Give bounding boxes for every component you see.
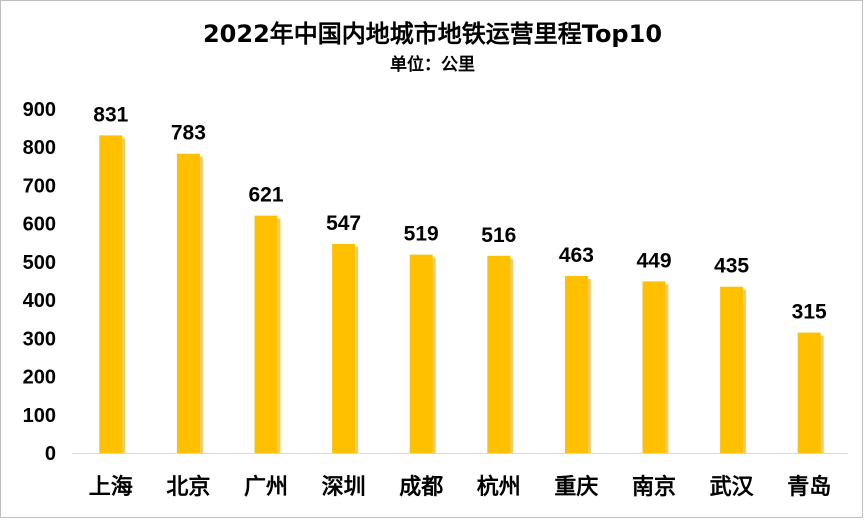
- bar: [332, 243, 356, 453]
- y-tick-label: 400: [23, 290, 56, 312]
- y-tick-label: 0: [45, 443, 56, 465]
- x-tick-label: 武汉: [710, 475, 755, 500]
- x-tick-label: 青岛: [787, 474, 831, 500]
- bar: [797, 332, 821, 453]
- chart-title: 2022年中国内地城市地铁运营里程Top10: [202, 20, 663, 48]
- x-tick-label: 杭州: [477, 474, 521, 500]
- bar: [409, 254, 433, 453]
- y-tick-label: 300: [23, 328, 56, 350]
- x-tick-label: 南京: [632, 474, 676, 500]
- x-tick-label: 广州: [244, 474, 288, 500]
- x-tick-label: 深圳: [322, 475, 366, 500]
- x-axis: 上海 北京 广州 深圳 成都 杭州 重庆 南京 武汉 青岛: [72, 453, 848, 500]
- y-tick-label: 200: [23, 367, 56, 389]
- y-tick-label: 600: [23, 214, 56, 236]
- data-labels: 831 783 621 547 519 516 463 449 435 315: [93, 103, 827, 323]
- data-label: 449: [636, 249, 671, 272]
- y-tick-label: 800: [23, 137, 56, 159]
- bar: [720, 286, 744, 453]
- bars: [99, 135, 824, 453]
- x-tick-label: 上海: [89, 474, 133, 500]
- data-label: 783: [171, 122, 206, 145]
- data-label: 831: [93, 103, 128, 126]
- y-tick-label: 500: [23, 252, 56, 274]
- x-tick-label: 成都: [399, 475, 443, 500]
- data-label: 435: [714, 255, 749, 278]
- data-label: 315: [792, 301, 827, 324]
- x-tick-label: 北京: [166, 474, 210, 500]
- bar: [254, 215, 278, 453]
- bar: [487, 255, 511, 453]
- y-tick-label: 900: [23, 99, 56, 121]
- bar: [642, 281, 666, 453]
- chart-subtitle: 单位：公里: [390, 55, 475, 75]
- bar: [99, 135, 123, 453]
- x-tick-label: 重庆: [554, 474, 598, 500]
- bar: [564, 276, 588, 453]
- data-label: 621: [248, 184, 283, 207]
- data-label: 516: [481, 224, 516, 247]
- bar: [176, 153, 200, 453]
- data-label: 547: [326, 212, 361, 235]
- data-label: 519: [404, 223, 439, 246]
- y-tick-label: 700: [23, 175, 56, 197]
- y-axis: 0 100 200 300 400 500 600 700 800 900: [23, 99, 56, 465]
- y-tick-label: 100: [23, 405, 56, 427]
- data-label: 463: [559, 244, 594, 267]
